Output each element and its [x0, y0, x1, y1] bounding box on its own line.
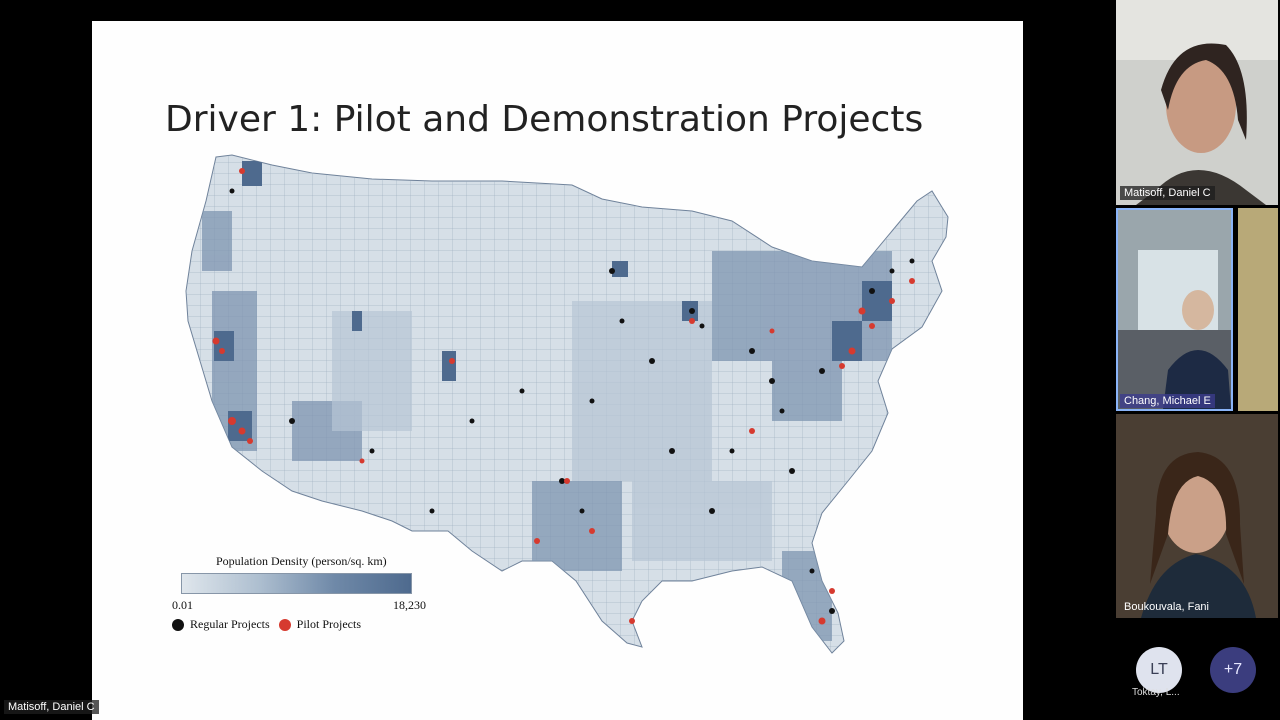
participant-tile-3[interactable]: Boukouvala, Fani	[1116, 414, 1278, 618]
legend-max-value: 18,230	[393, 598, 426, 612]
pilot-projects-label: Pilot Projects	[296, 617, 361, 631]
participant-tile-1[interactable]: Matisoff, Daniel C	[1116, 0, 1278, 205]
more-participants-button[interactable]: +7	[1210, 647, 1256, 693]
slide-title: Driver 1: Pilot and Demonstration Projec…	[165, 99, 924, 140]
participant-name: Matisoff, Daniel C	[1120, 186, 1215, 200]
participant-avatar-lt[interactable]: LT	[1136, 647, 1182, 693]
legend-title: Population Density (person/sq. km)	[216, 554, 387, 568]
legend-keys: Regular Projects Pilot Projects	[172, 617, 361, 632]
regular-projects-label: Regular Projects	[190, 617, 270, 631]
us-county-map	[185, 154, 949, 654]
regular-project-dots	[229, 188, 915, 614]
participant-video	[1118, 210, 1231, 409]
regular-project-marker	[172, 618, 184, 631]
presenter-name-tag: Matisoff, Daniel C	[4, 700, 99, 714]
participant-tile-partial[interactable]	[1238, 208, 1278, 411]
participant-name: Boukouvala, Fani	[1124, 601, 1209, 613]
participant-tile-2[interactable]: Chang, Michael E	[1116, 208, 1233, 411]
shared-slide: Driver 1: Pilot and Demonstration Projec…	[92, 21, 1023, 720]
participant-name: Chang, Michael E	[1120, 394, 1215, 408]
participant-video	[1116, 414, 1278, 618]
legend-min-value: 0.01	[172, 598, 193, 612]
pilot-project-dots	[212, 168, 915, 625]
participant-video	[1116, 0, 1278, 205]
pilot-project-marker	[278, 618, 291, 631]
participant-name: Toktay, L...	[1132, 687, 1180, 698]
density-color-scale	[181, 573, 412, 594]
